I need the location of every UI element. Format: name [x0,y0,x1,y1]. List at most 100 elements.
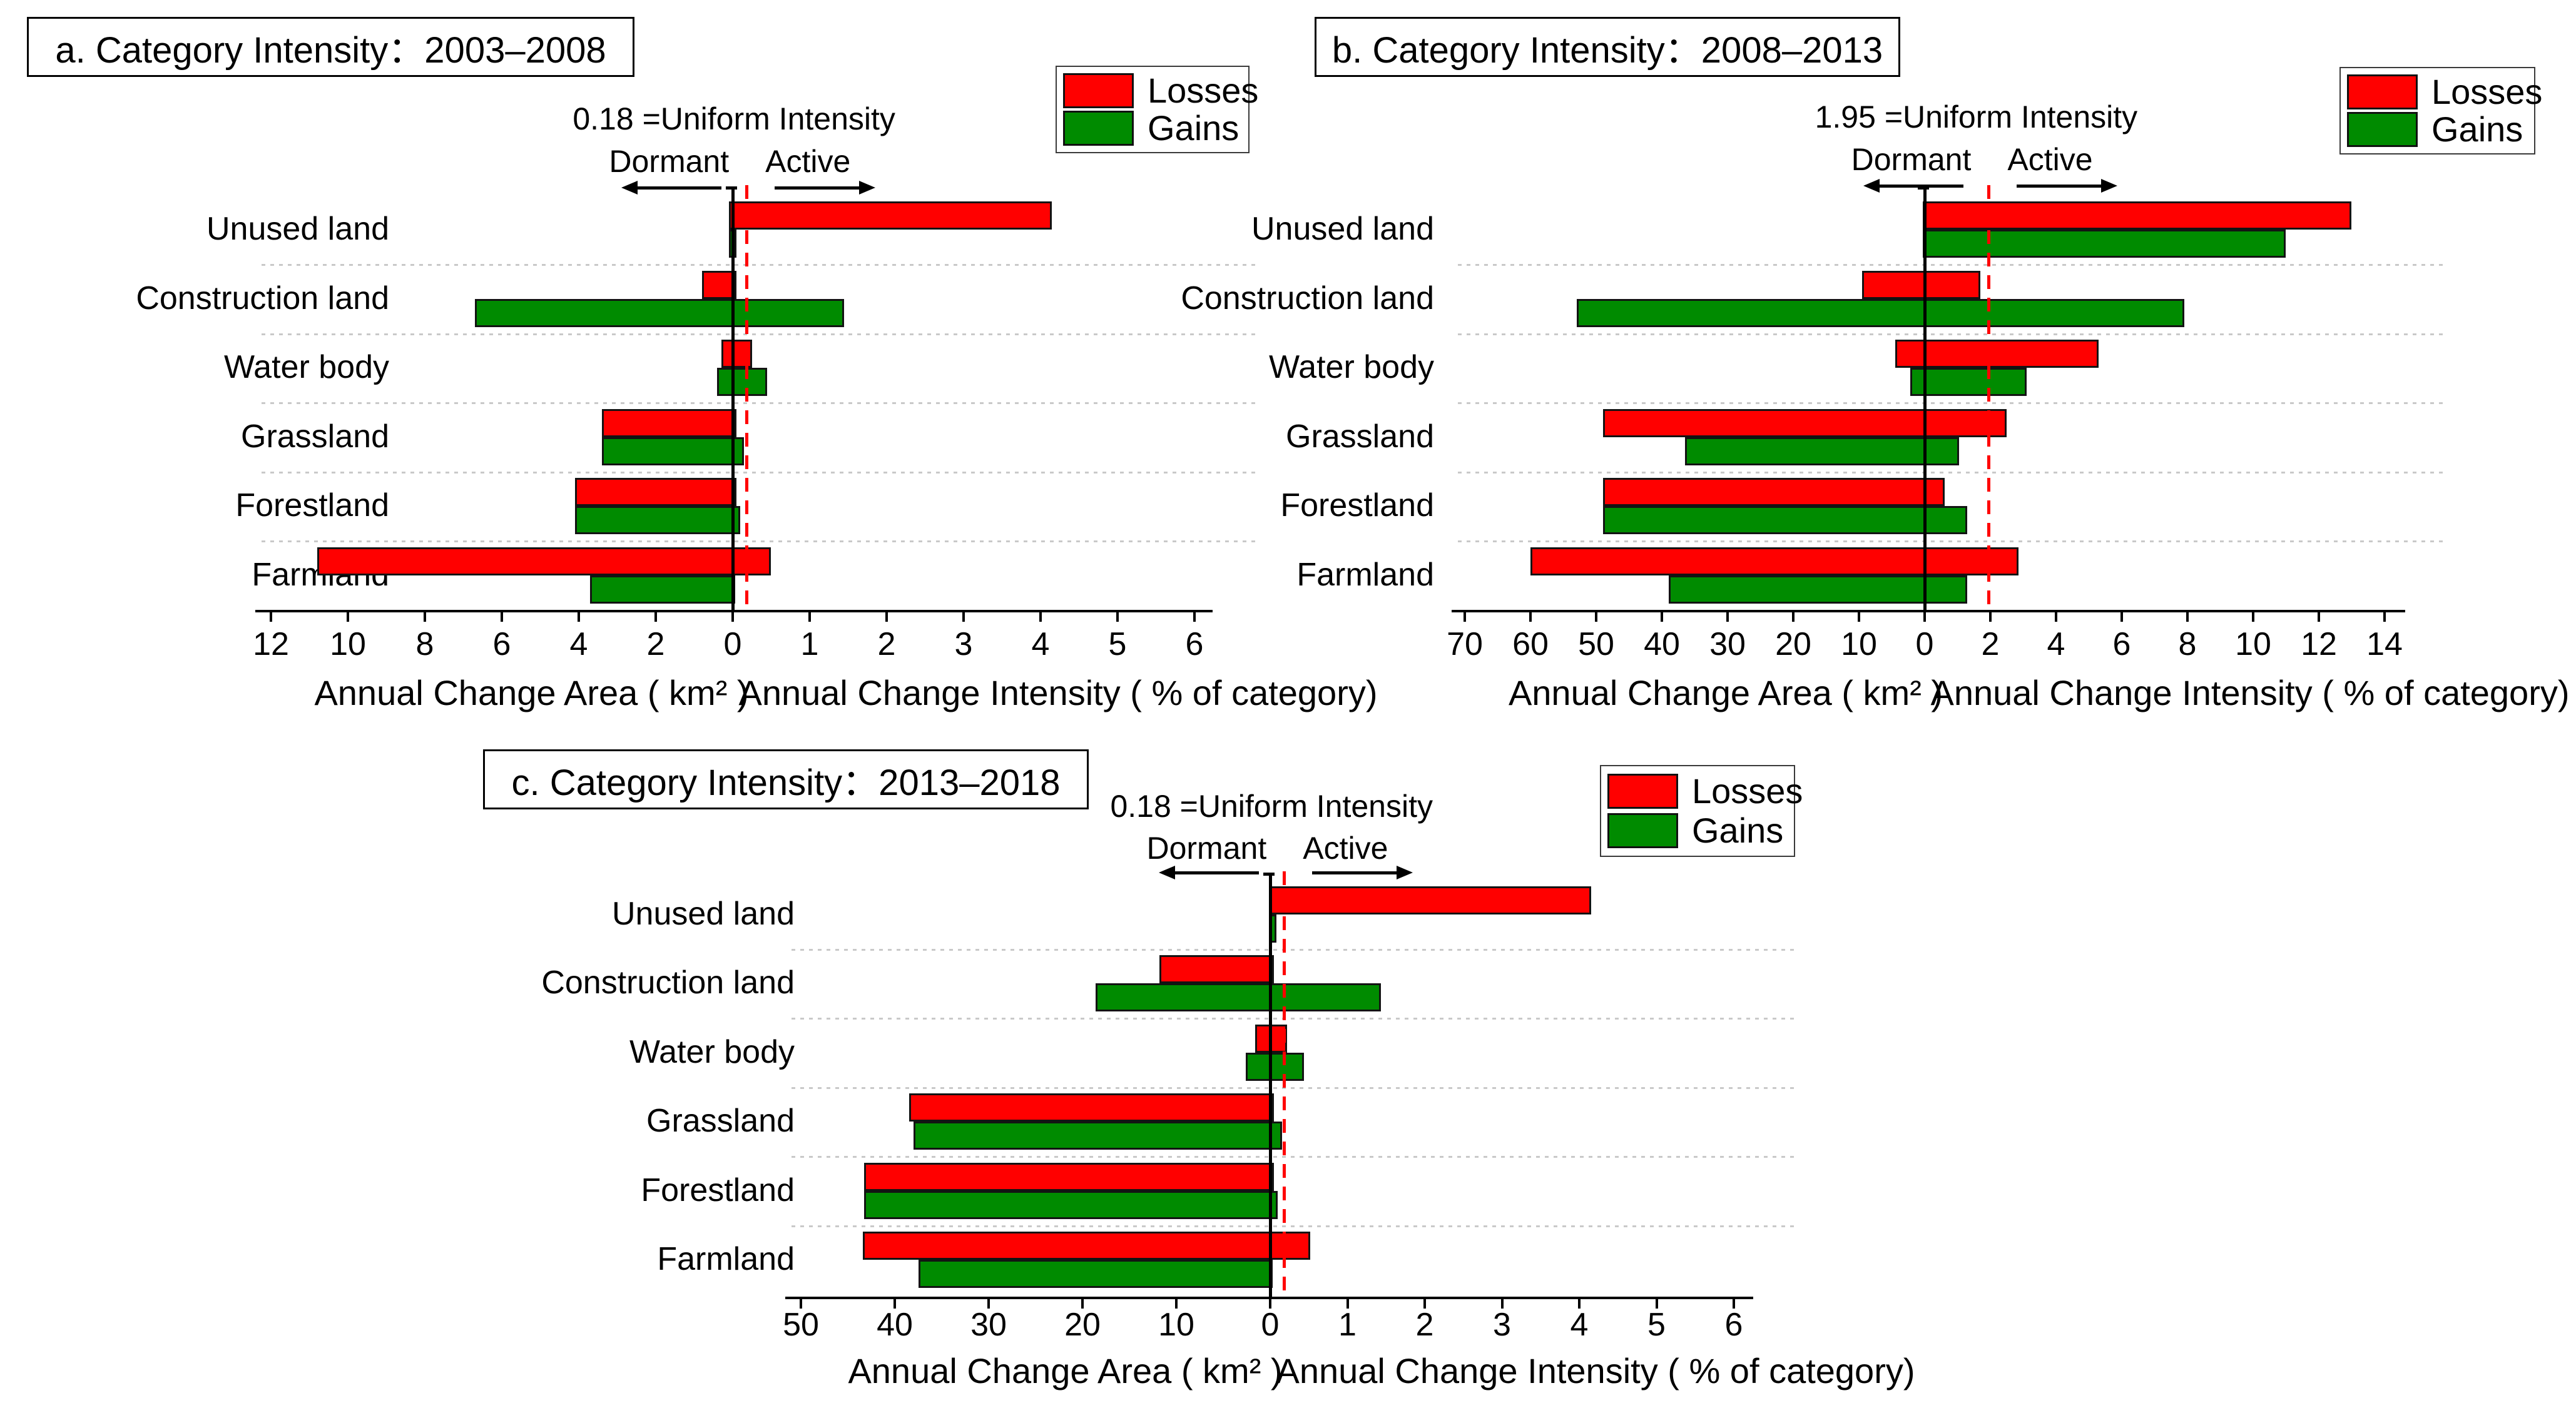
x-tick [2252,612,2254,622]
x-tick-label: 2 [877,626,896,662]
row-separator [262,333,1259,335]
category-label-construction-land: Construction land [1181,280,1434,317]
losses-swatch [1607,774,1678,809]
bar-losses-grassland [601,408,737,437]
x-tick [1346,1299,1349,1309]
x-tick-label: 6 [1185,626,1204,662]
bar-gains-construction-land [1576,298,2184,327]
legend: Losses Gains [2339,67,2542,154]
uniform-intensity-line [1283,871,1286,1297]
x-tick [347,612,349,622]
bar-losses-forestland [1602,478,1945,507]
legend-label-losses: Losses [1148,71,1259,110]
x-tick [1423,1299,1426,1309]
category-label-forestland: Forestland [641,1172,795,1208]
chart-c-title: c. Category Intensity：2013–2018 [483,749,1089,809]
x-tick-label: 30 [970,1307,1007,1343]
active-arrow-head [2101,179,2118,193]
zero-line-cap [726,186,737,190]
x-tick-label: 8 [415,626,434,662]
uniform-intensity-label: 1.95 =Uniform Intensity [1815,99,2138,134]
bar-gains-construction-land [474,298,845,327]
dormant-label: Dormant [609,144,730,179]
x-tick-label: 40 [877,1307,913,1343]
x-axis-label-area: Annual Change Area ( km² ) [314,673,749,712]
x-tick [1081,1299,1084,1309]
x-tick [800,1299,802,1309]
x-tick-label: 20 [1064,1307,1101,1343]
bar-gains-water-body [1910,368,2027,397]
bar-losses-grassland [1602,408,2007,437]
uniform-intensity-label: 0.18 =Uniform Intensity [1110,789,1433,824]
bar-losses-construction-land [1862,270,1981,299]
x-tick-label: 1 [800,626,819,662]
bar-losses-forestland [863,1162,1275,1191]
x-tick-label: 30 [1709,626,1746,662]
x-tick [1464,612,1466,622]
row-separator [792,1156,1795,1158]
gains-swatch [1063,111,1134,146]
x-axis-label-area: Annual Change Area ( km² ) [848,1351,1283,1390]
x-tick [1989,612,1992,622]
x-tick [1923,612,1926,622]
bar-losses-farmland [317,547,771,575]
dormant-arrow-head [1863,179,1880,193]
x-tick-label: 3 [1493,1307,1511,1343]
x-tick-label: 4 [1031,626,1050,662]
x-tick-label: 0 [1261,1307,1280,1343]
x-tick-label: 2 [646,626,665,662]
x-axis [785,1297,1753,1299]
bar-losses-unused-land [1922,201,2352,230]
dormant-arrow-head [621,181,638,195]
zero-line [1269,875,1272,1297]
x-tick [1858,612,1860,622]
active-label: Active [1303,831,1388,866]
x-tick [2318,612,2320,622]
x-tick-label: 4 [2047,626,2065,662]
category-label-unused-land: Unused land [612,896,795,932]
x-tick-label: 12 [253,626,289,662]
legend: Losses Gains [1056,66,1258,153]
x-tick-label: 40 [1644,626,1680,662]
legend-row-gains: Gains [1607,813,1788,848]
x-tick-label: 6 [492,626,511,662]
x-tick-label: 5 [1108,626,1127,662]
x-tick-label: 50 [783,1307,819,1343]
x-tick-label: 0 [1915,626,1934,662]
x-tick-label: 6 [1724,1307,1743,1343]
row-separator [1458,471,2443,474]
bar-gains-unused-land [1922,230,2286,258]
row-separator [262,402,1259,405]
bar-gains-water-body [1246,1052,1305,1081]
x-tick [1792,612,1795,622]
dormant-label: Dormant [1146,831,1267,866]
bar-gains-water-body [717,368,768,397]
category-label-forestland: Forestland [1280,487,1434,524]
uniform-intensity-line [745,185,749,610]
x-axis [255,610,1213,612]
bar-losses-unused-land [728,201,1052,230]
row-separator [792,1018,1795,1020]
zero-line-cap [1918,186,1929,190]
x-tick [1500,1299,1504,1309]
zero-line [731,189,735,610]
x-tick [2055,612,2057,622]
row-separator [1458,540,2443,543]
x-tick [2186,612,2189,622]
category-label-construction-land: Construction land [136,280,389,317]
x-tick-label: 0 [723,626,742,662]
bar-gains-farmland [590,575,735,604]
x-tick-label: 10 [2235,626,2271,662]
x-tick-label: 5 [1647,1307,1666,1343]
x-tick-label: 70 [1447,626,1483,662]
bar-losses-construction-land [1159,955,1275,984]
x-tick [1655,1299,1658,1309]
x-tick-label: 2 [1415,1307,1434,1343]
bar-losses-farmland [1530,547,2019,575]
category-label-farmland: Farmland [657,1241,795,1277]
x-tick [1661,612,1663,622]
x-tick-label: 8 [2178,626,2197,662]
legend-label-gains: Gains [2431,109,2523,149]
row-separator [792,1086,1795,1089]
bar-gains-forestland [863,1190,1278,1219]
